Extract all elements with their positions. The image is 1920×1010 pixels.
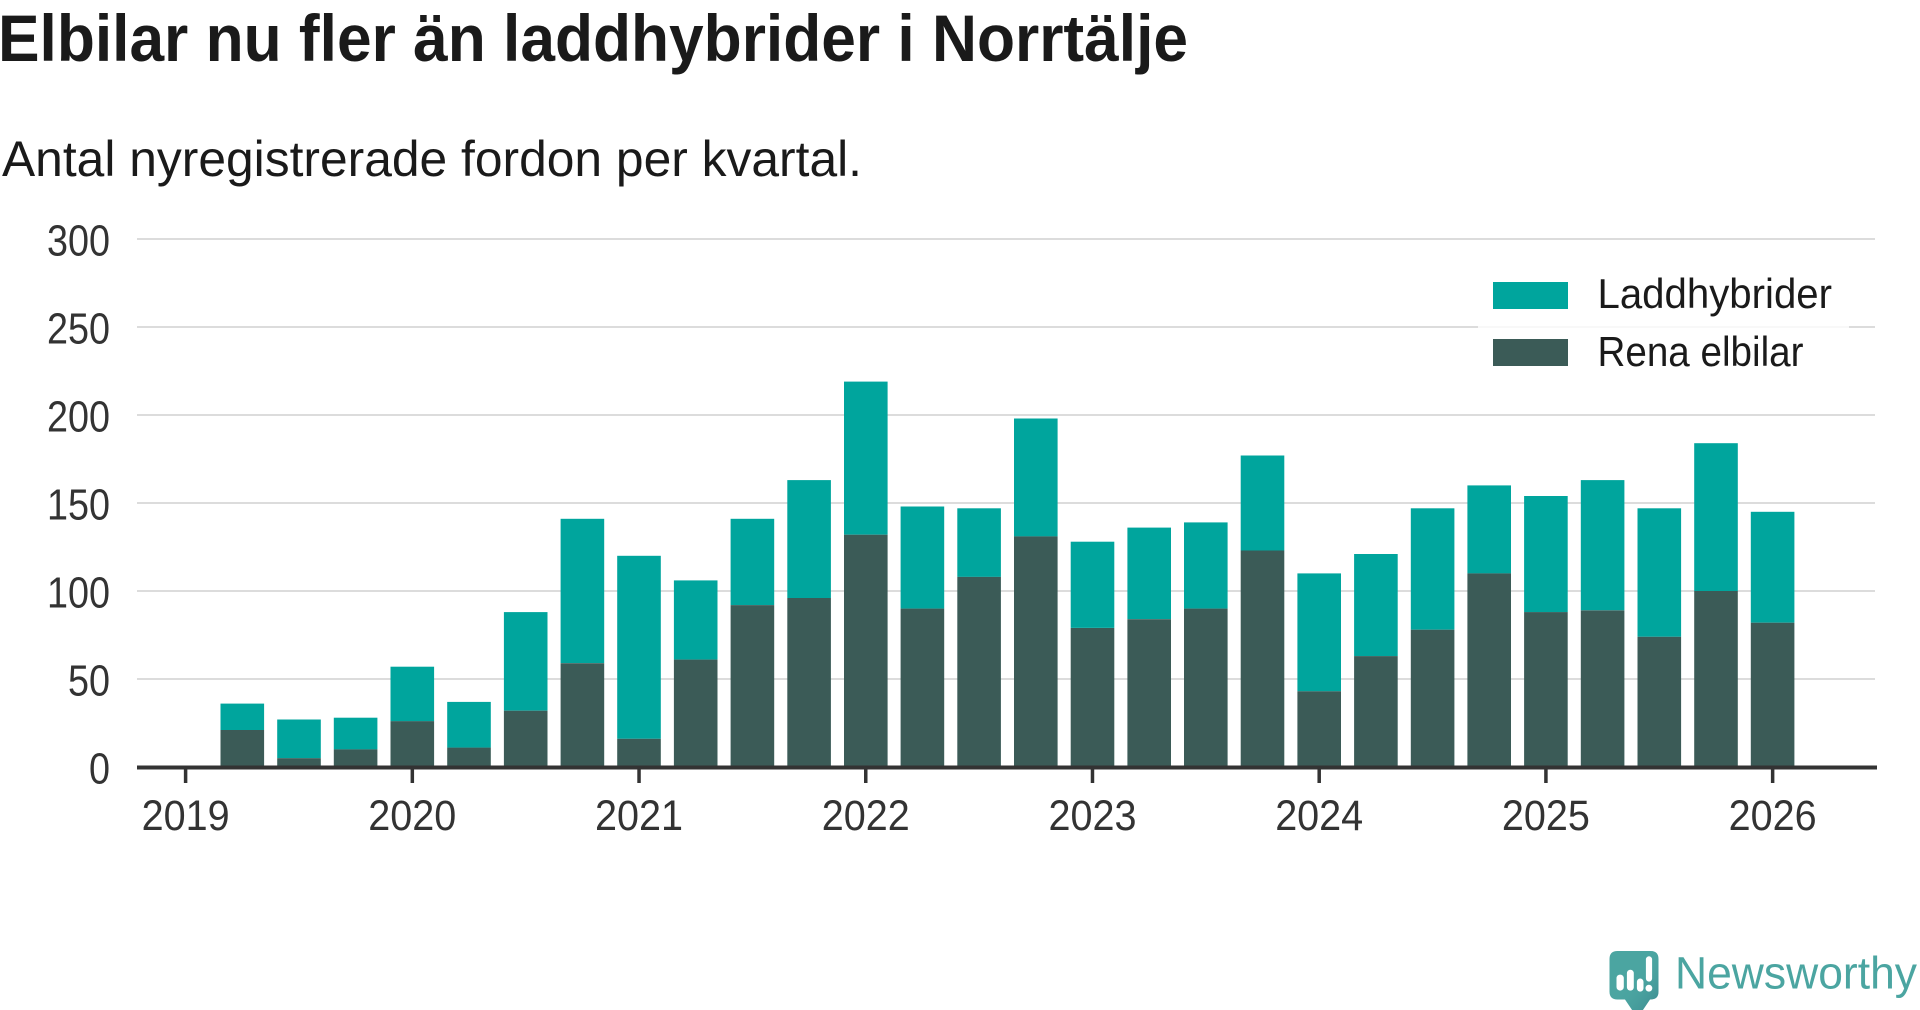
svg-text:Rena elbilar: Rena elbilar (1598, 328, 1804, 375)
svg-text:Newsworthy: Newsworthy (1675, 948, 1917, 999)
svg-text:2026: 2026 (1729, 792, 1817, 840)
svg-text:2022: 2022 (822, 792, 910, 840)
svg-text:2020: 2020 (368, 792, 456, 840)
svg-text:Elbilar nu fler än laddhybride: Elbilar nu fler än laddhybrider i Norrtä… (0, 1, 1188, 75)
svg-text:200: 200 (47, 393, 110, 442)
svg-text:50: 50 (68, 657, 110, 706)
svg-text:0: 0 (89, 745, 110, 794)
svg-text:2024: 2024 (1275, 792, 1363, 840)
svg-text:Laddhybrider: Laddhybrider (1598, 270, 1833, 317)
svg-text:100: 100 (47, 569, 110, 618)
svg-text:150: 150 (47, 481, 110, 530)
svg-text:2021: 2021 (595, 792, 683, 840)
svg-text:2023: 2023 (1049, 792, 1137, 840)
svg-text:2025: 2025 (1502, 792, 1590, 840)
svg-text:Antal nyregistrerade fordon pe: Antal nyregistrerade fordon per kvartal. (2, 131, 862, 187)
svg-text:300: 300 (47, 217, 110, 266)
svg-text:2019: 2019 (142, 792, 230, 840)
svg-text:250: 250 (47, 305, 110, 354)
